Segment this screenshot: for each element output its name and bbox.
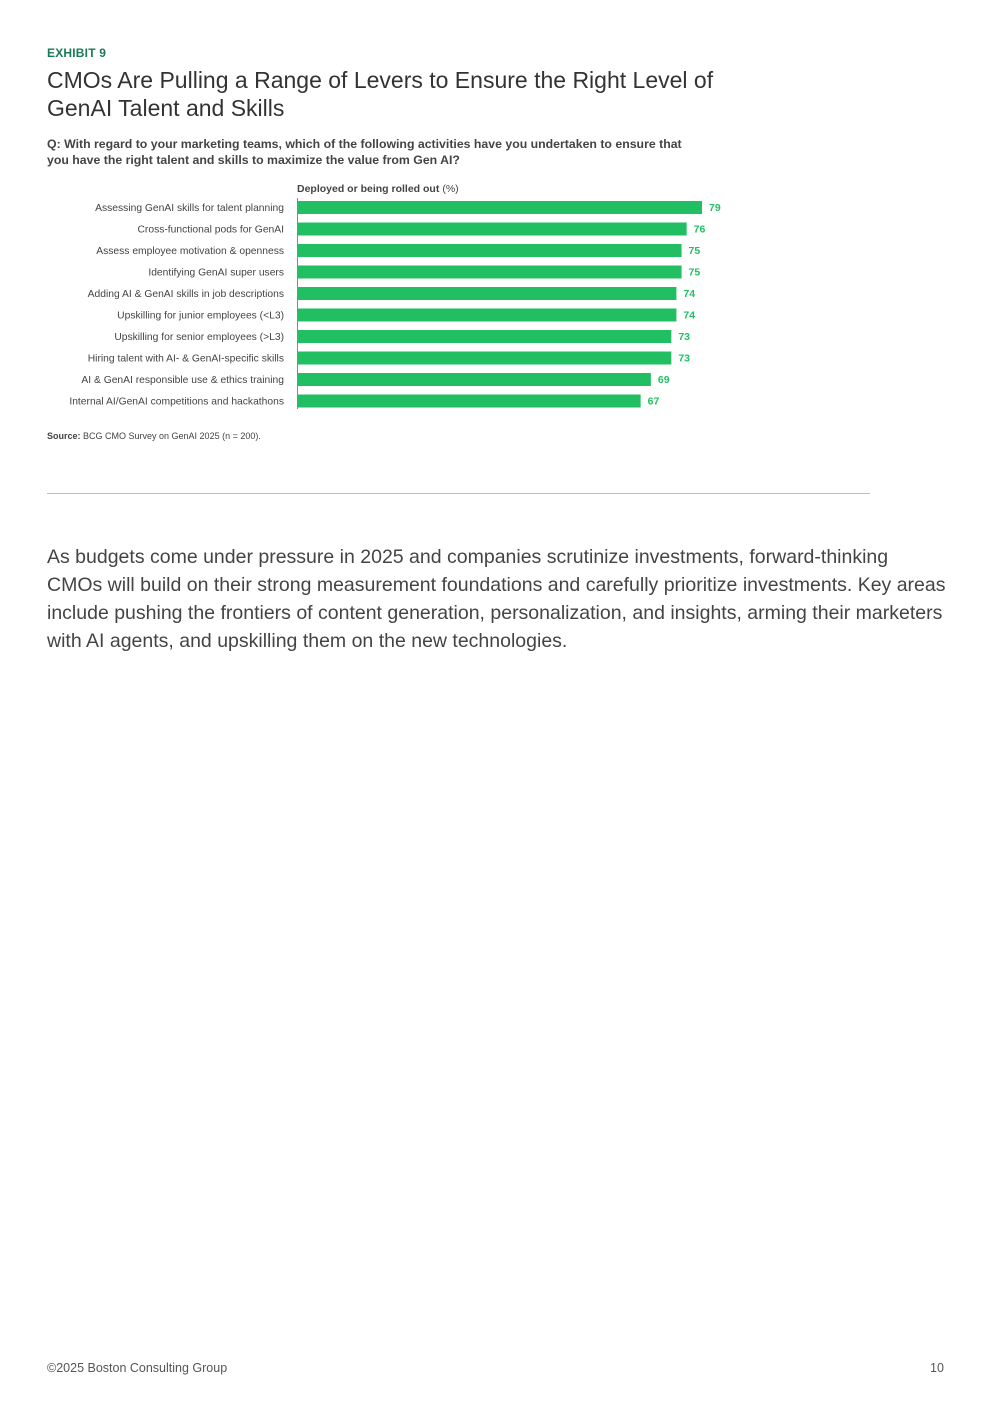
bar — [298, 201, 702, 214]
bar — [298, 265, 682, 279]
series-title: Deployed or being rolled out (%) — [297, 183, 459, 195]
exhibit-label: EXHIBIT 9 — [47, 46, 107, 60]
category-label: Identifying GenAI super users — [148, 268, 284, 279]
value-label: 69 — [658, 374, 670, 386]
category-label: Adding AI & GenAI skills in job descript… — [88, 289, 284, 300]
bar — [298, 308, 677, 322]
series-unit: (%) — [442, 183, 458, 195]
source-note: Source: BCG CMO Survey on GenAI 2025 (n … — [47, 431, 261, 441]
value-label: 74 — [683, 288, 695, 300]
source-label: Source: — [47, 431, 81, 441]
value-label: 76 — [694, 224, 706, 236]
bar — [298, 287, 677, 300]
value-label: 67 — [648, 396, 660, 408]
footer-copyright: ©2025 Boston Consulting Group — [47, 1361, 228, 1375]
bar — [298, 222, 687, 236]
bar — [298, 373, 651, 386]
bar — [298, 330, 672, 343]
category-label: Upskilling for senior employees (>L3) — [114, 332, 284, 343]
bar — [298, 394, 641, 408]
bar-chart: Deployed or being rolled out (%) Assessin… — [69, 183, 721, 409]
category-label: AI & GenAI responsible use & ethics trai… — [81, 375, 284, 386]
survey-question: Q: With regard to your marketing teams, … — [47, 137, 682, 167]
value-label: 79 — [709, 202, 721, 214]
category-label: Upskilling for junior employees (<L3) — [117, 311, 284, 322]
page-number: 10 — [930, 1361, 944, 1375]
bar — [298, 351, 672, 365]
value-label: 73 — [678, 331, 690, 343]
category-label: Assessing GenAI skills for talent planni… — [95, 203, 284, 214]
source-text: BCG CMO Survey on GenAI 2025 (n = 200). — [80, 431, 261, 441]
value-label: 75 — [689, 245, 701, 257]
category-label: Assess employee motivation & openness — [96, 246, 284, 257]
category-label: Internal AI/GenAI competitions and hacka… — [69, 397, 284, 408]
divider — [47, 493, 870, 494]
body-paragraph: As budgets come under pressure in 2025 a… — [47, 546, 946, 652]
value-label: 75 — [689, 267, 701, 279]
series-title-text: Deployed or being rolled out — [297, 183, 440, 195]
category-label: Cross-functional pods for GenAI — [137, 225, 284, 236]
value-label: 74 — [683, 310, 695, 322]
bar — [298, 244, 682, 257]
value-label: 73 — [678, 353, 690, 365]
chart-title: CMOs Are Pulling a Range of Levers to En… — [47, 67, 714, 121]
category-label: Hiring talent with AI- & GenAI-specific … — [88, 354, 284, 365]
